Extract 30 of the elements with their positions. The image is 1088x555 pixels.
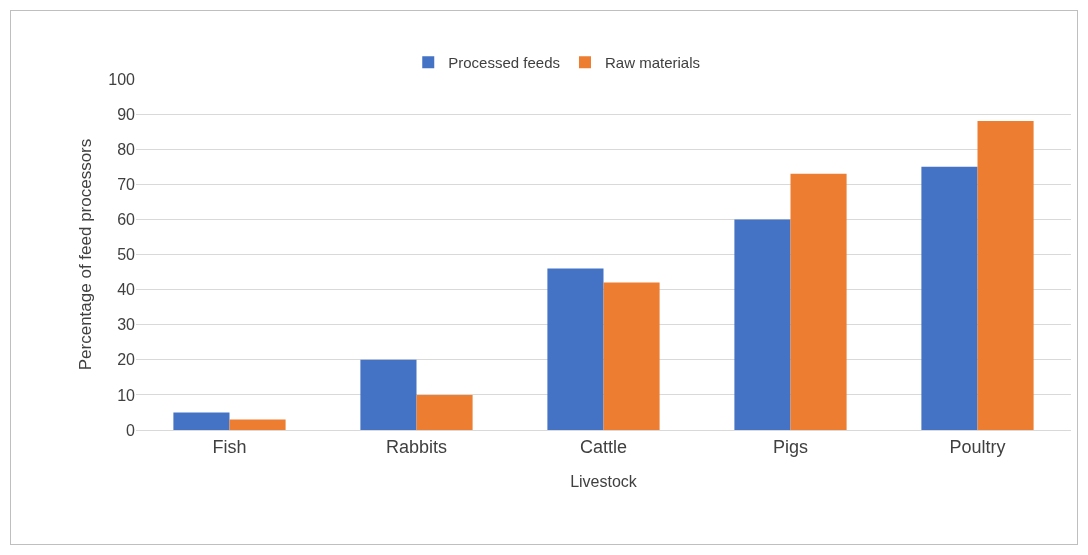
bar <box>603 282 660 430</box>
y-tick-label: 0 <box>126 421 136 439</box>
y-tick-label: 80 <box>117 140 136 158</box>
x-tick-label: Poultry <box>949 436 1006 457</box>
bar <box>229 419 286 430</box>
bar <box>547 268 604 430</box>
bar <box>173 412 230 430</box>
x-tick-label: Rabbits <box>385 436 448 457</box>
y-tick-label: 10 <box>117 386 136 404</box>
y-axis-title: Percentage of feed processors <box>75 138 95 371</box>
x-axis-title: Livestock <box>570 473 638 491</box>
y-tick-label: 50 <box>117 246 136 264</box>
legend-label: Processed feeds <box>448 54 560 72</box>
legend-label: Raw materials <box>604 54 701 72</box>
x-tick-label: Pigs <box>772 436 809 457</box>
y-tick-label: 90 <box>117 105 136 123</box>
bar <box>360 359 417 430</box>
y-tick-label: 100 <box>108 70 136 88</box>
bar <box>790 173 847 430</box>
x-tick-label: Cattle <box>579 436 628 457</box>
bar <box>977 121 1034 430</box>
y-tick-label: 60 <box>117 211 136 228</box>
y-tick-label: 40 <box>117 281 136 299</box>
bar <box>734 219 791 430</box>
y-tick-label: 70 <box>117 175 136 193</box>
y-tick-label: 30 <box>117 316 136 334</box>
x-tick-label: Fish <box>212 436 247 457</box>
bar <box>416 394 473 430</box>
y-tick-label: 20 <box>117 351 136 369</box>
bar <box>921 166 978 430</box>
